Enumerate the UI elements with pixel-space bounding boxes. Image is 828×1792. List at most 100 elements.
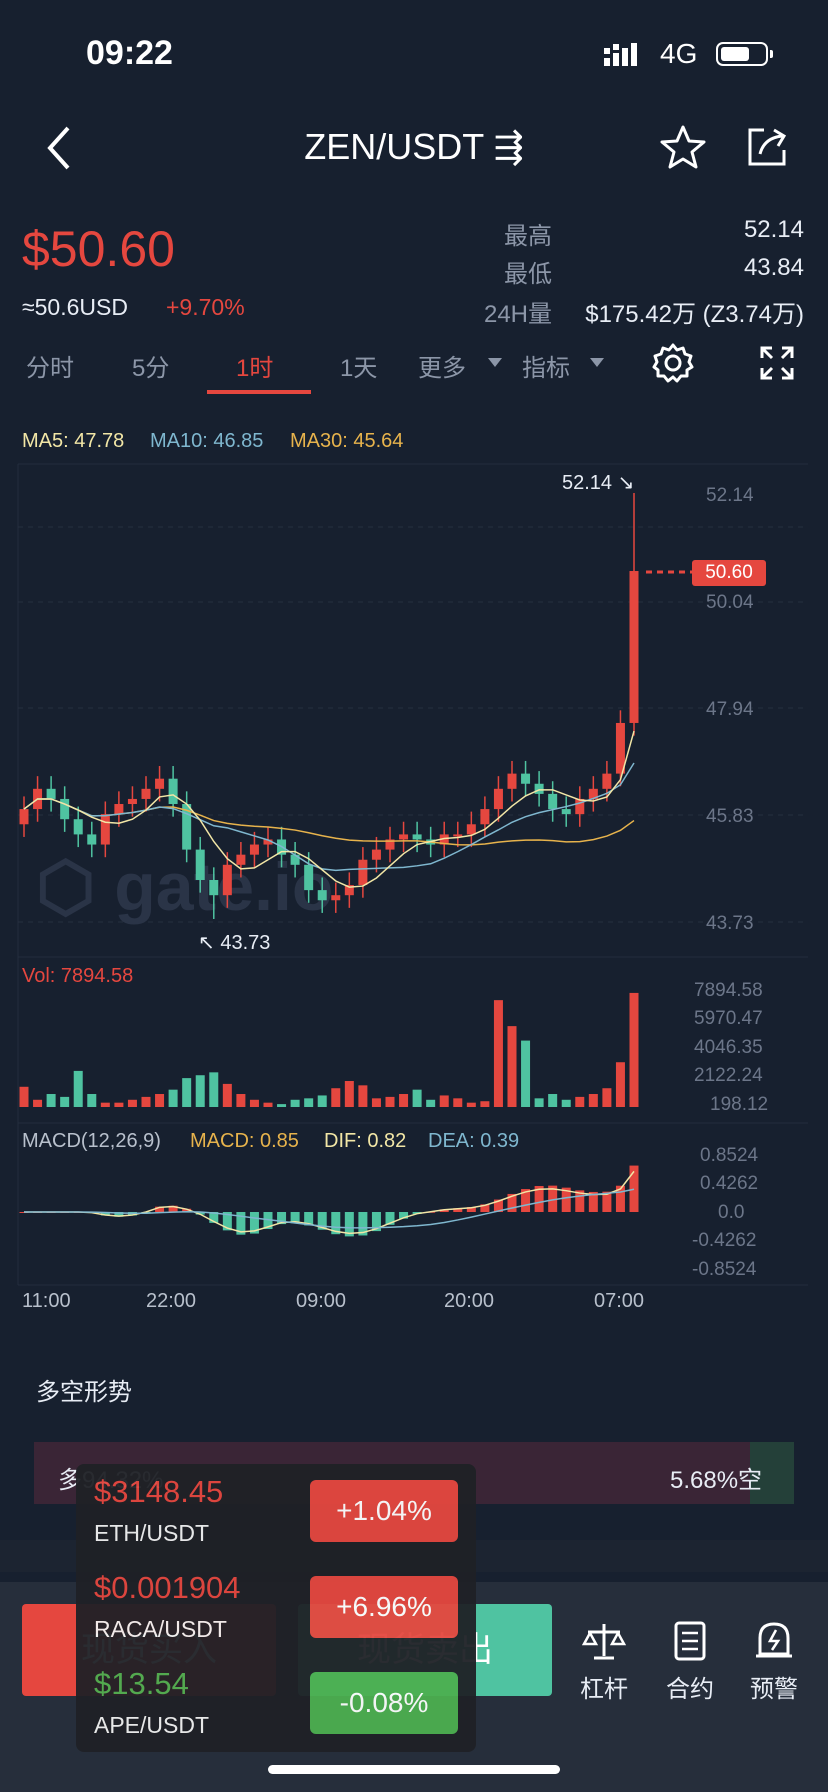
macd-bar (548, 1185, 558, 1212)
kline-chart[interactable]: ⬡ gate.io (0, 460, 828, 1290)
time-axis-2: 22:00 (146, 1290, 197, 1312)
back-arrow-icon[interactable] (44, 126, 74, 170)
price-axis-1: 52.14 (706, 485, 754, 506)
volume-bar (46, 1094, 56, 1107)
alert-label: 预警 (750, 1676, 798, 1703)
ma30-value: MA30: 45.64 (290, 430, 404, 452)
macd-axis-4: -0.4262 (692, 1230, 757, 1251)
volume-bar (466, 1102, 476, 1107)
time-axis-5: 07:00 (594, 1290, 645, 1312)
candle-body (629, 571, 639, 723)
ma10-line (23, 762, 635, 872)
macd-bar (602, 1191, 612, 1212)
contract-label: 合约 (666, 1676, 714, 1703)
vol-axis-3: 4046.35 (694, 1037, 763, 1058)
tab-more[interactable]: 更多 (418, 355, 466, 382)
candle-body (182, 804, 192, 850)
macd-bar (249, 1212, 259, 1234)
margin-label: 杠杆 (580, 1676, 628, 1703)
indicators-dropdown-icon[interactable] (590, 358, 604, 368)
low-marker-value: 43.73 (220, 932, 271, 954)
last-price: $50.60 (22, 221, 175, 277)
candlestick-series (19, 493, 639, 919)
vol-axis-5: 198.12 (710, 1094, 769, 1115)
candle-body (222, 864, 232, 896)
candle-body (480, 809, 490, 825)
popup-price-1: $3148.45 (94, 1474, 224, 1509)
gate-watermark: ⬡ gate.io (36, 849, 333, 925)
candle-body (561, 809, 571, 815)
macd-axis-1: 0.8524 (700, 1145, 759, 1166)
macd-bar (168, 1205, 178, 1212)
macd-bar (236, 1212, 246, 1235)
candle-body (344, 885, 354, 896)
macd-bar (195, 1212, 205, 1215)
volume-bar (453, 1098, 463, 1107)
tab-5min[interactable]: 5分 (132, 355, 170, 382)
volume-bar (602, 1088, 612, 1107)
favorite-star-icon[interactable] (660, 124, 706, 170)
fullscreen-icon[interactable] (760, 346, 794, 380)
volume-bar (588, 1094, 598, 1107)
short-percentage: 5.68%空 (670, 1467, 763, 1494)
low-label: 最低 (504, 261, 552, 288)
volume-bar (277, 1104, 287, 1107)
low-marker: ↖ 43.73 (198, 932, 271, 954)
popup-pair-1: ETH/USDT (94, 1520, 209, 1546)
price-ticker-popup[interactable]: $3148.45 ETH/USDT +1.04% $0.001904 RACA/… (76, 1464, 476, 1752)
macd-bar (277, 1212, 287, 1225)
ma10-value: MA10: 46.85 (150, 430, 264, 452)
usd-price: ≈50.6USD (22, 294, 128, 320)
volume-bar (155, 1094, 165, 1107)
more-dropdown-icon[interactable] (488, 358, 502, 368)
volume-bar (304, 1098, 314, 1107)
tab-timeline[interactable]: 分时 (26, 355, 74, 382)
volume-bar (493, 1000, 503, 1107)
price-axis-4: 45.83 (706, 806, 754, 827)
pair-title[interactable]: ZEN/USDT ⇶ (304, 126, 524, 167)
volume-bar (575, 1096, 585, 1107)
popup-change-3: -0.08% (310, 1672, 458, 1734)
volume-bars (19, 992, 639, 1107)
alert-button[interactable]: 预警 (734, 1620, 814, 1704)
current-price-tag: 50.60 (705, 562, 753, 583)
tab-1day[interactable]: 1天 (340, 355, 378, 382)
candle-body (548, 793, 558, 810)
candle-body (602, 773, 612, 789)
candle-body (385, 839, 395, 850)
candle-body (195, 849, 205, 880)
macd-bar (534, 1185, 544, 1212)
tab-indicators[interactable]: 指标 (522, 355, 570, 382)
volume-bar (371, 1098, 381, 1107)
volume-bar (629, 992, 639, 1107)
low-value: 43.84 (743, 254, 804, 281)
macd-axis-5: -0.8524 (692, 1259, 757, 1280)
settings-gear-icon[interactable] (652, 342, 694, 384)
tab-1hour[interactable]: 1时 (236, 355, 274, 382)
document-icon (674, 1621, 706, 1661)
sentiment-title: 多空形势 (36, 1379, 132, 1406)
volume-bar (263, 1102, 273, 1107)
candle-body (521, 773, 531, 784)
volume-bar (561, 1099, 571, 1107)
volume-bar (317, 1095, 327, 1107)
candle-body (249, 844, 259, 855)
candle-body (19, 809, 29, 825)
high-value: 52.14 (743, 216, 804, 243)
macd-bar (507, 1193, 517, 1212)
volume-bar (87, 1094, 97, 1107)
macd-bar (521, 1189, 531, 1212)
share-icon[interactable] (744, 124, 790, 170)
margin-button[interactable]: 杠杆 (564, 1620, 644, 1704)
dif-value: DIF: 0.82 (324, 1130, 407, 1152)
macd-bar (385, 1212, 395, 1225)
volume-bar (399, 1094, 409, 1107)
contract-button[interactable]: 合约 (650, 1620, 730, 1704)
macd-bar (263, 1212, 273, 1230)
candle-body (290, 854, 300, 865)
vol-axis-2: 5970.47 (694, 1008, 763, 1029)
candle-body (575, 798, 585, 815)
volume-bar (385, 1096, 395, 1107)
macd-value: MACD: 0.85 (190, 1130, 299, 1152)
candle-body (168, 778, 178, 805)
